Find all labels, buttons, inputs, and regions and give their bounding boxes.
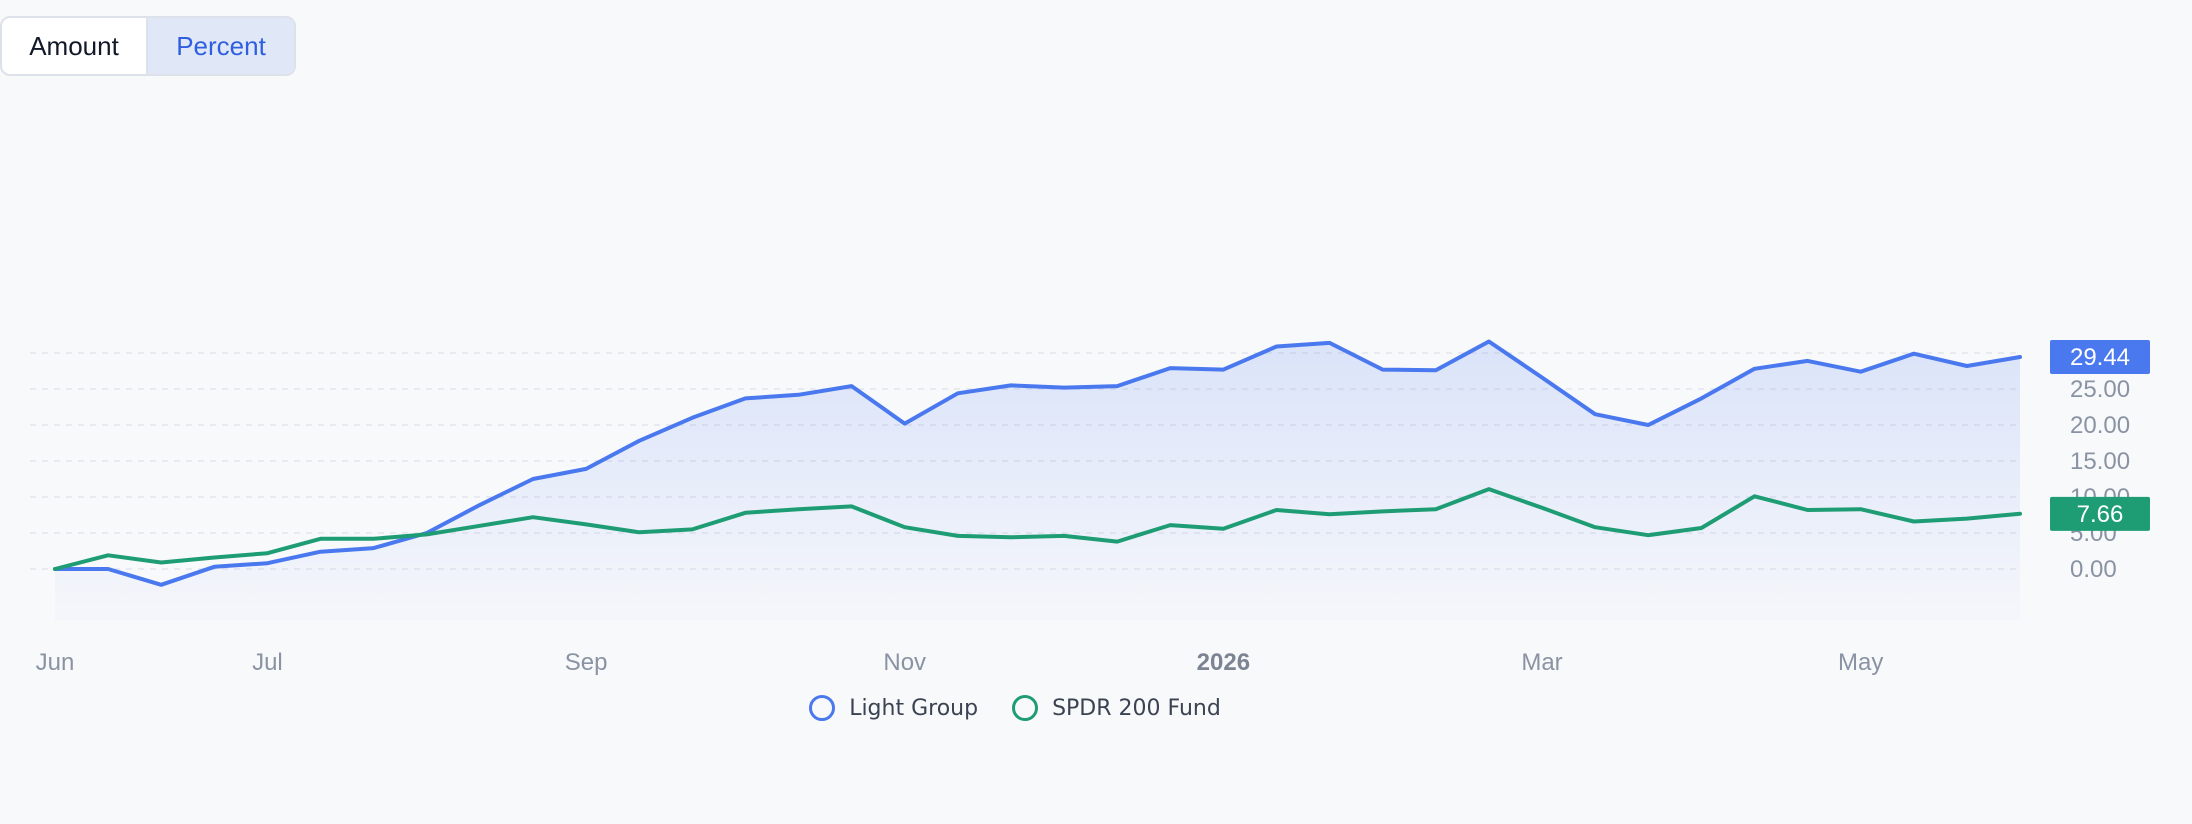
legend-label-light-group: Light Group (849, 695, 979, 721)
x-tick-label: Sep (565, 649, 608, 676)
x-tick-label: Jul (252, 649, 283, 676)
spdr-200-fund-last-value-box (2050, 496, 2150, 531)
x-tick-label: Jun (36, 649, 75, 676)
legend-swatch-light-group (809, 695, 836, 721)
light-group-last-value-label: 29.44 (2070, 344, 2130, 371)
x-tick-label: May (1838, 649, 1883, 676)
legend-label-spdr-200-fund: SPDR 200 Fund (1052, 695, 1221, 721)
chart-legend: Light Group SPDR 200 Fund (0, 695, 2030, 721)
x-tick-label: Nov (883, 649, 926, 676)
y-tick-label: 20.00 (2070, 412, 2130, 439)
legend-swatch-spdr-200-fund (1012, 695, 1039, 721)
view-mode-toggle: Amount Percent (0, 16, 296, 76)
legend-item-light-group[interactable]: Light Group (809, 695, 978, 721)
y-tick-label: 15.00 (2070, 448, 2130, 475)
light-group-area (55, 341, 2020, 620)
y-tick-label: 25.00 (2070, 376, 2130, 403)
x-tick-label: 2026 (1197, 649, 1250, 676)
percent-toggle-button[interactable]: Percent (146, 18, 294, 74)
spdr-200-fund-last-value-label: 7.66 (2077, 501, 2124, 528)
legend-item-spdr-200-fund[interactable]: SPDR 200 Fund (1012, 695, 1221, 721)
light-group-last-value-box (2050, 340, 2150, 375)
x-tick-label: Mar (1521, 649, 1562, 676)
y-tick-label: 0.00 (2070, 556, 2117, 583)
light-group-line (53, 339, 2022, 587)
amount-toggle-button[interactable]: Amount (29, 30, 119, 61)
spdr-200-fund-line (53, 487, 2022, 571)
